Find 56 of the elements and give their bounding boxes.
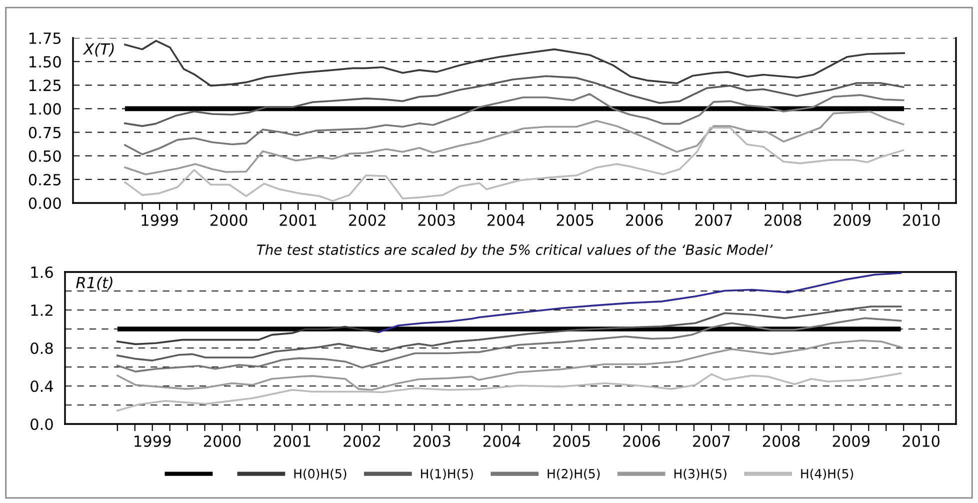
line-series xyxy=(116,326,380,346)
x-tick-label: 2006 xyxy=(623,435,660,447)
x-tick-label: 2008 xyxy=(762,435,800,447)
annotation: R1(t) xyxy=(76,276,112,290)
x-tick-label: 2001 xyxy=(280,214,316,226)
y-tick-label: 0.75 xyxy=(28,126,61,138)
x-tick-label: 2005 xyxy=(553,435,590,447)
text: The test statistics are scaled by the 5% critical values of the ‘Basic Model’ xyxy=(257,244,773,258)
y-tick-label: 0.50 xyxy=(28,150,61,162)
line-series xyxy=(124,93,904,156)
line-series xyxy=(378,272,902,334)
x-tick-label: 2007 xyxy=(695,214,732,226)
legend-label: H(3)H(5) xyxy=(674,468,726,480)
x-tick-label: 2001 xyxy=(274,435,310,447)
x-tick-label: 2000 xyxy=(210,214,248,226)
y-tick-label: 0.00 xyxy=(28,197,61,210)
x-tick-label: 2003 xyxy=(414,435,450,447)
x-tick-label: 2009 xyxy=(834,214,870,226)
legend-label: H(2)H(5) xyxy=(548,468,600,480)
y-tick-label: 0.25 xyxy=(28,174,61,186)
line-series xyxy=(124,75,904,127)
line-series xyxy=(124,40,905,87)
y-tick-label: 0.0 xyxy=(30,418,53,430)
y-tick-label: 1.6 xyxy=(31,266,53,278)
y-tick-label: 0.8 xyxy=(30,342,53,354)
x-tick-label: 1999 xyxy=(134,435,171,447)
x-tick-label: 2007 xyxy=(693,435,730,447)
x-tick-label: 2010 xyxy=(902,435,940,447)
x-tick-label: 2008 xyxy=(764,214,802,226)
y-tick-label: 1.50 xyxy=(30,56,61,68)
annotation: X(T) xyxy=(82,42,114,57)
y-tick-label: 1.75 xyxy=(30,32,61,44)
line-series xyxy=(116,317,902,372)
line-series xyxy=(116,306,902,362)
legend-label: H(4)H(5) xyxy=(801,468,854,480)
y-tick-label: 1.00 xyxy=(30,103,61,115)
x-tick-label: 2009 xyxy=(832,435,870,447)
x-tick-label: 2000 xyxy=(204,435,241,447)
y-tick-label: 1.2 xyxy=(31,304,52,316)
line-series xyxy=(116,340,902,391)
x-tick-label: 2003 xyxy=(418,214,455,226)
line-series xyxy=(124,110,904,176)
x-tick-label: 2006 xyxy=(626,214,663,226)
x-tick-label: 2004 xyxy=(483,435,520,447)
line-series xyxy=(124,126,904,202)
x-tick-label: 2002 xyxy=(344,435,380,447)
x-tick-label: 1999 xyxy=(142,214,178,226)
x-tick-label: 2010 xyxy=(903,214,940,226)
x-tick-label: 2004 xyxy=(488,214,524,226)
x-tick-label: 2005 xyxy=(556,214,594,226)
line-series xyxy=(116,372,902,412)
legend-label: H(0)H(5) xyxy=(294,468,346,480)
y-tick-label: 0.4 xyxy=(30,380,54,392)
y-tick-label: 1.25 xyxy=(30,80,61,92)
x-tick-label: 2002 xyxy=(349,214,386,226)
legend-label: H(1)H(5) xyxy=(421,468,473,480)
